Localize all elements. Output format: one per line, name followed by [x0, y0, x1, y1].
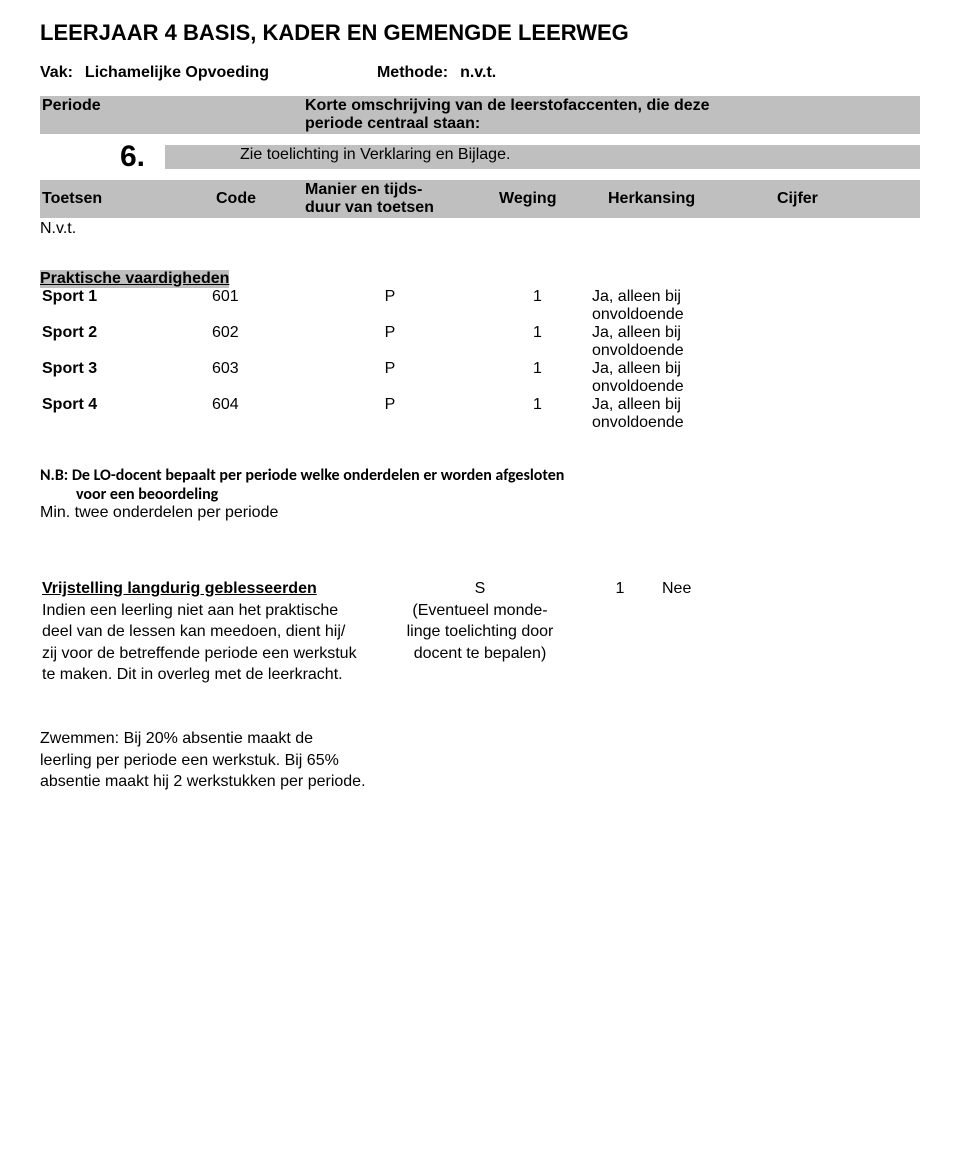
band-explanation: Zie toelichting in Verklaring en Bijlage… — [165, 145, 512, 169]
nvt-text: N.v.t. — [40, 218, 920, 238]
sport-weging: 1 — [485, 396, 590, 414]
periode-desc-line2: periode centraal staan: — [305, 115, 480, 133]
sport-name: Sport 4 — [40, 396, 210, 414]
vak-value: Lichamelijke Opvoeding — [85, 64, 269, 82]
nb-prefix: N.B: — [40, 466, 72, 485]
sport-weging: 1 — [485, 360, 590, 378]
periode-desc-line1: Korte omschrijving van de leerstofaccent… — [305, 97, 710, 115]
table-row: onvoldoende — [40, 414, 920, 432]
exemption-block: Vrijstelling langdurig geblesseerden S 1… — [40, 578, 920, 686]
toetsen-herk: Herkansing — [606, 180, 775, 218]
sport-name: Sport 1 — [40, 288, 210, 306]
sport-manner: P — [295, 324, 485, 342]
sport-name: Sport 2 — [40, 324, 210, 342]
toetsen-code: Code — [214, 180, 303, 218]
toetsen-manner: Manier en tijds- duur van toetsen — [303, 180, 497, 218]
sport-herk-line1: Ja, alleen bij — [590, 288, 755, 306]
swim-line-2: leerling per periode een werkstuk. Bij 6… — [40, 750, 460, 772]
praktische-wrap: Praktische vaardigheden — [40, 254, 920, 288]
nb-line2: voor een beoordeling — [76, 485, 218, 504]
periode-label: Periode — [40, 96, 214, 134]
page: LEERJAAR 4 BASIS, KADER EN GEMENGDE LEER… — [0, 0, 960, 833]
exemption-manner-s: S — [380, 578, 580, 600]
sport-herk-line2: onvoldoende — [590, 378, 755, 396]
toetsen-manner-line2: duur van toetsen — [305, 199, 434, 217]
sport-manner: P — [295, 288, 485, 306]
sport-herk-line2: onvoldoende — [590, 342, 755, 360]
exemption-heading: Vrijstelling langdurig geblesseerden — [42, 580, 317, 597]
exemption-weging: 1 — [580, 578, 660, 600]
toetsen-weging: Weging — [497, 180, 606, 218]
exemption-body-3: zij voor de betreffende periode een werk… — [40, 643, 380, 665]
subheader: Vak: Lichamelijke Opvoeding Methode: n.v… — [40, 64, 920, 82]
toetsen-cijfer: Cijfer — [775, 180, 920, 218]
sport-weging: 1 — [485, 324, 590, 342]
exemption-sub-2: linge toelichting door — [380, 621, 580, 643]
sport-code: 603 — [210, 360, 295, 378]
toetsen-manner-line1: Manier en tijds- — [305, 181, 422, 199]
exemption-table: Vrijstelling langdurig geblesseerden S 1… — [40, 578, 920, 686]
sport-herk-line2: onvoldoende — [590, 414, 755, 432]
table-row: Sport 3603P1Ja, alleen bij — [40, 360, 920, 378]
sport-herk-line2: onvoldoende — [590, 306, 755, 324]
vak-label: Vak: — [40, 64, 73, 82]
period-number: 6. — [40, 134, 165, 180]
table-row: Sport 2602P1Ja, alleen bij — [40, 324, 920, 342]
table-row: onvoldoende — [40, 342, 920, 360]
sport-name: Sport 3 — [40, 360, 210, 378]
method-label: Methode: — [377, 64, 448, 82]
min-line: Min. twee onderdelen per periode — [40, 504, 920, 522]
table-row: onvoldoende — [40, 378, 920, 396]
exemption-herk: Nee — [660, 578, 920, 600]
exemption-body-1: Indien een leerling niet aan het praktis… — [40, 600, 380, 622]
toetsen-left: Toetsen — [40, 180, 214, 218]
exemption-body-4: te maken. Dit in overleg met de leerkrac… — [40, 664, 380, 686]
exemption-sub-1: (Eventueel monde- — [380, 600, 580, 622]
sport-herk-line1: Ja, alleen bij — [590, 396, 755, 414]
sport-code: 601 — [210, 288, 295, 306]
period-number-row: 6. Zie toelichting in Verklaring en Bijl… — [40, 134, 920, 180]
table-row: Sport 1601P1Ja, alleen bij — [40, 288, 920, 306]
sport-manner: P — [295, 396, 485, 414]
table-row: onvoldoende — [40, 306, 920, 324]
method-value: n.v.t. — [460, 64, 496, 82]
nb-block: N.B: De LO-docent bepaalt per periode we… — [40, 466, 920, 522]
periode-band: Periode Korte omschrijving van de leerst… — [40, 96, 920, 134]
swim-line-3: absentie maakt hij 2 werkstukken per per… — [40, 771, 460, 793]
periode-desc: Korte omschrijving van de leerstofaccent… — [303, 96, 920, 134]
sport-herk-line1: Ja, alleen bij — [590, 360, 755, 378]
exemption-sub-3: docent te bepalen) — [380, 643, 580, 665]
swimming-block: Zwemmen: Bij 20% absentie maakt de leerl… — [40, 728, 460, 793]
sport-weging: 1 — [485, 288, 590, 306]
sport-code: 604 — [210, 396, 295, 414]
praktische-heading: Praktische vaardigheden — [40, 270, 229, 288]
swim-line-1: Zwemmen: Bij 20% absentie maakt de — [40, 728, 460, 750]
exemption-body-2: deel van de lessen kan meedoen, dient hi… — [40, 621, 380, 643]
toetsen-band: Toetsen Code Manier en tijds- duur van t… — [40, 180, 920, 218]
sport-manner: P — [295, 360, 485, 378]
sports-table: Sport 1601P1Ja, alleen bijonvoldoendeSpo… — [40, 288, 920, 432]
table-row: Sport 4604P1Ja, alleen bij — [40, 396, 920, 414]
sport-code: 602 — [210, 324, 295, 342]
nb-line1: De LO-docent bepaalt per periode welke o… — [72, 466, 565, 485]
sport-herk-line1: Ja, alleen bij — [590, 324, 755, 342]
page-title: LEERJAAR 4 BASIS, KADER EN GEMENGDE LEER… — [40, 20, 920, 46]
